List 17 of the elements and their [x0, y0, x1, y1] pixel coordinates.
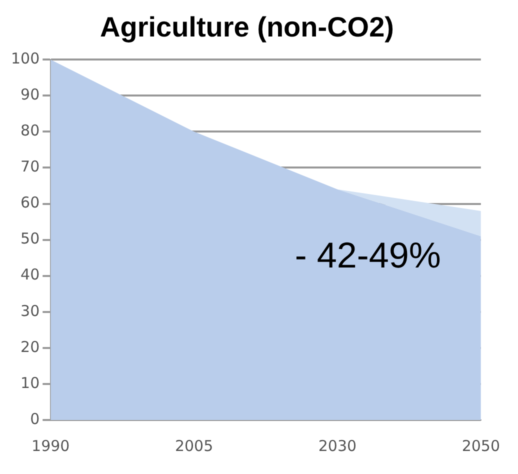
y-tick-label: 100: [10, 49, 40, 68]
y-tick-label: 70: [20, 158, 40, 176]
x-tick-label: 2030: [318, 436, 357, 455]
y-tick-label: 80: [20, 122, 40, 140]
y-tick-label: 20: [20, 338, 40, 356]
x-tick-label: 2050: [462, 436, 500, 455]
y-tick-label: 50: [20, 230, 40, 248]
x-tick-label: 1990: [32, 436, 70, 455]
y-tick-label: 0: [30, 410, 40, 428]
y-tick-label: 30: [20, 302, 40, 320]
y-tick-label: 60: [20, 194, 40, 212]
y-tick-label: 40: [20, 266, 40, 284]
y-tick-label: 10: [20, 374, 40, 392]
x-tick-label: 2005: [174, 436, 214, 455]
chart-title: Agriculture (non-CO2): [100, 12, 394, 43]
annotation: - 42-49%: [294, 234, 441, 276]
y-tick-label: 90: [20, 86, 40, 104]
